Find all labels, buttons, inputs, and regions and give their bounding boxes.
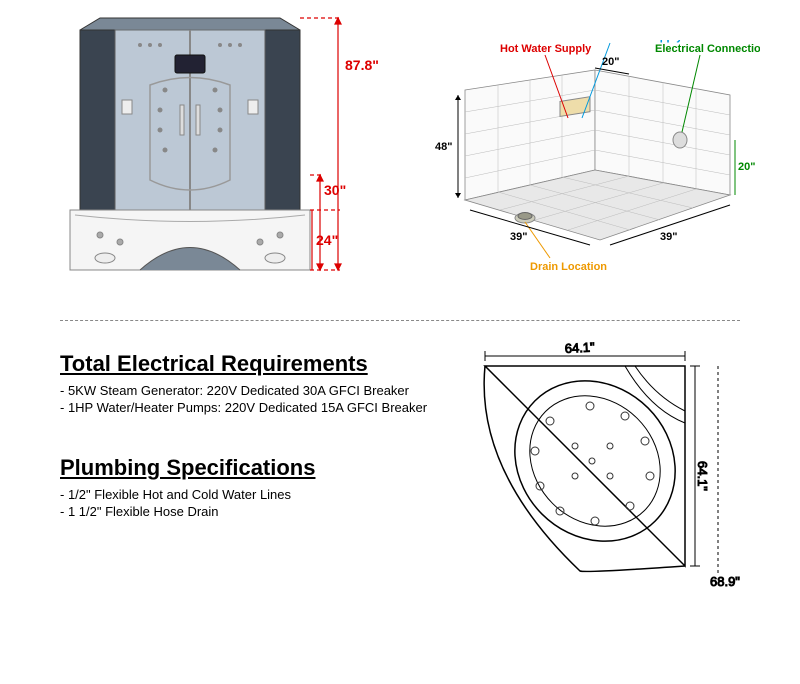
legend-drain: Drain Location [530,261,607,273]
shower-front-elevation: 87.8" 30" 24" [60,10,380,290]
top-section: 87.8" 30" 24" Hot Water Supply Cold Wate… [0,0,800,310]
shower-height-mid: 30" [324,182,346,198]
dim-floor-left: 39" [510,231,527,243]
shower-height-total: 87.8" [345,57,379,73]
shower-height-base: 24" [316,232,338,248]
electrical-requirements-title: Total Electrical Requirements [60,351,460,377]
dim-top-gap: 20" [602,56,619,68]
dim-right-small: 20" [738,161,755,173]
bottom-section: Total Electrical Requirements - 5KW Stea… [0,331,800,611]
plumbing-item-1: - 1/2" Flexible Hot and Cold Water Lines [60,487,460,502]
tub-depth: 68.9" [710,574,740,589]
legend-electrical: Electrical Connection [655,43,760,55]
specifications-text: Total Electrical Requirements - 5KW Stea… [60,341,460,601]
electrical-item-1: - 5KW Steam Generator: 220V Dedicated 30… [60,383,460,398]
legend-hot-water: Hot Water Supply [500,43,592,55]
electrical-item-2: - 1HP Water/Heater Pumps: 220V Dedicated… [60,400,460,415]
section-divider [60,320,740,321]
plumbing-specs-title: Plumbing Specifications [60,455,460,481]
dim-left-height: 48" [435,141,452,153]
tub-top-view: 64.1" 64.1" 68.9" [460,341,740,601]
plumbing-item-2: - 1 1/2" Flexible Hose Drain [60,504,460,519]
room-installation-diagram: Hot Water Supply Cold Water Supply Elect… [430,40,760,270]
dim-floor-right: 39" [660,231,677,243]
tub-side-a: 64.1" [564,341,595,356]
tub-side-b: 64.1" [695,461,710,491]
